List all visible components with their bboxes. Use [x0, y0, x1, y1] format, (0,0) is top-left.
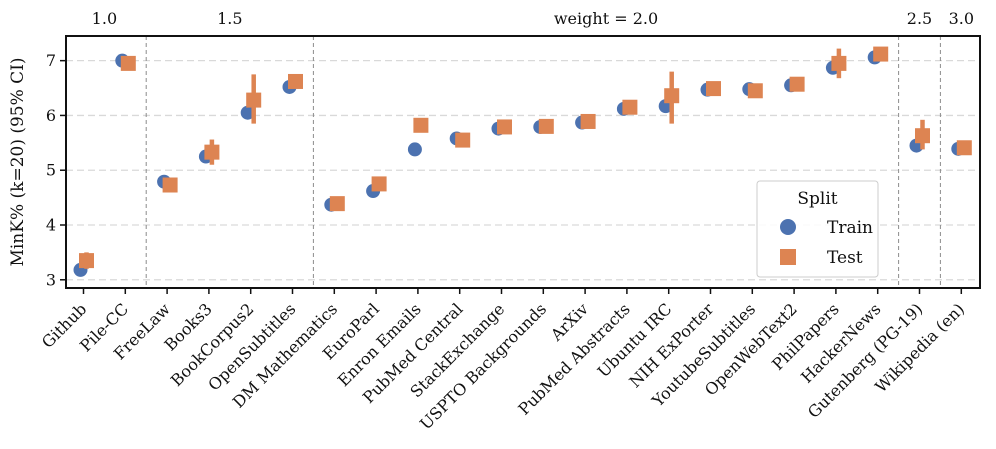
group-label: weight = 2.0 [554, 9, 658, 28]
y-tick-label: 5 [46, 161, 56, 180]
test-point [622, 99, 638, 115]
y-tick-label: 6 [46, 106, 56, 125]
legend-title: Split [797, 189, 837, 209]
legend-train-marker [780, 219, 796, 235]
test-point [288, 73, 303, 89]
test-point [413, 117, 429, 133]
legend: Split Train Test [756, 180, 879, 278]
test-point [497, 119, 512, 135]
test-point [120, 55, 136, 71]
y-tick-label: 4 [46, 216, 56, 235]
test-point [789, 76, 805, 92]
test-point [831, 55, 847, 71]
test-point [915, 128, 930, 144]
train-point [407, 142, 422, 157]
test-point [455, 132, 471, 148]
test-point [79, 253, 94, 269]
test-point [371, 176, 387, 192]
legend-label: Train [827, 218, 873, 238]
test-point [706, 81, 721, 97]
test-point [664, 88, 680, 104]
group-labels: 1.0 1.5 weight = 2.0 2.5 3.0 [92, 9, 974, 28]
data-marks [73, 46, 972, 277]
group-label: 2.5 [907, 9, 932, 28]
y-axis-label: MinK% (k=20) (95% CI) [8, 57, 28, 266]
test-point [747, 83, 763, 99]
y-tick-label: 7 [46, 51, 56, 70]
test-point [538, 118, 554, 134]
group-separators [145, 36, 941, 288]
group-label: 3.0 [949, 9, 974, 28]
plot-frame [65, 35, 981, 289]
group-label: 1.5 [217, 9, 242, 28]
test-point [873, 46, 889, 62]
test-point [580, 113, 596, 129]
test-point [162, 177, 178, 193]
legend-label: Test [827, 248, 863, 268]
legend-items: Train Test [780, 218, 873, 268]
test-point [204, 144, 220, 160]
test-point [329, 196, 345, 212]
group-label: 1.0 [92, 9, 117, 28]
test-point [246, 92, 262, 108]
legend-test-marker [780, 249, 796, 265]
test-point [956, 140, 972, 156]
y-tick-label: 3 [46, 270, 56, 289]
train-point [240, 105, 255, 120]
